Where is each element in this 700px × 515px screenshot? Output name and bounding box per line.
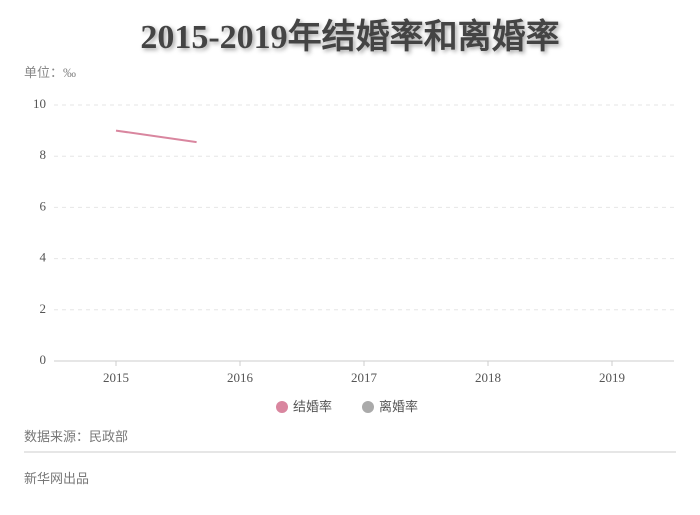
legend-marker <box>362 401 374 413</box>
unit-label: 单位：‰ <box>24 65 76 80</box>
credit: 新华网出品 <box>24 471 89 486</box>
y-tick-label: 4 <box>40 250 47 265</box>
source: 数据来源：民政部 <box>24 429 128 444</box>
x-tick-label: 2015 <box>103 370 129 385</box>
legend-marker <box>276 401 288 413</box>
x-tick-label: 2016 <box>227 370 254 385</box>
y-tick-label: 10 <box>33 96 46 111</box>
x-tick-label: 2019 <box>599 370 625 385</box>
y-tick-label: 0 <box>40 352 47 367</box>
legend-label: 离婚率 <box>379 399 418 414</box>
chart-title: 2015-2019年结婚率和离婚率 <box>140 17 559 56</box>
x-tick-label: 2017 <box>351 370 378 385</box>
series-line <box>115 129 197 144</box>
legend-label: 结婚率 <box>293 399 332 414</box>
y-tick-label: 8 <box>40 147 47 162</box>
y-tick-label: 2 <box>40 301 47 316</box>
y-tick-label: 6 <box>40 198 47 213</box>
x-tick-label: 2018 <box>475 370 501 385</box>
